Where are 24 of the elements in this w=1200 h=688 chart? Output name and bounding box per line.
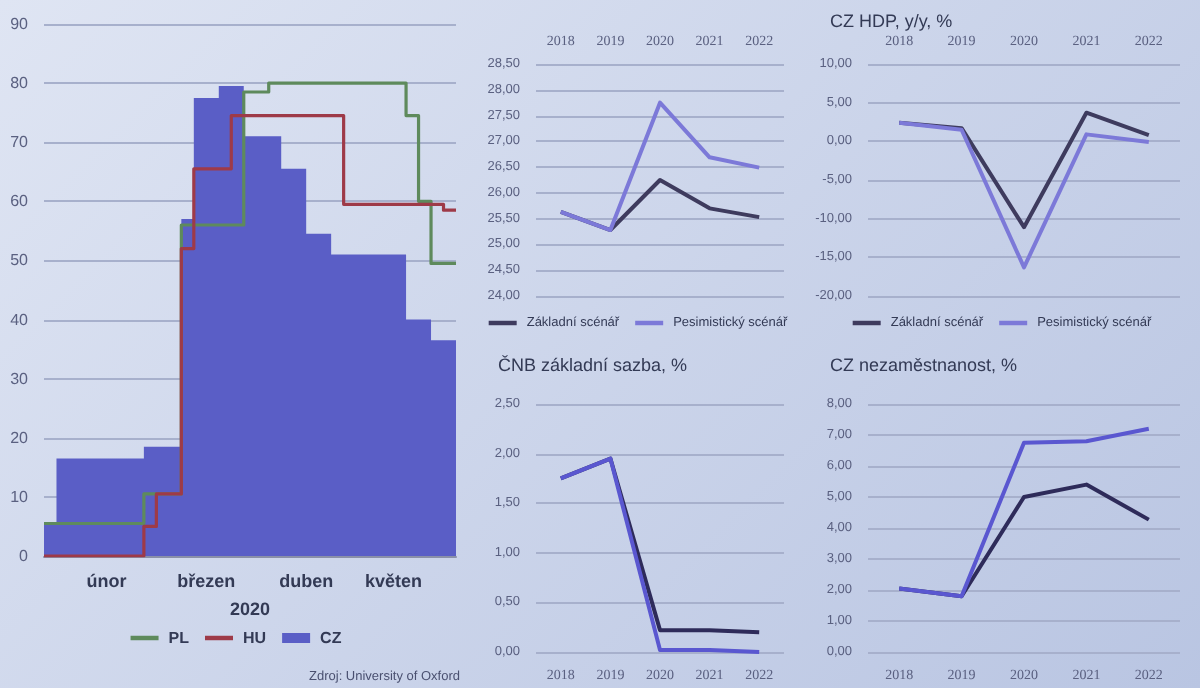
x-axis-title: 2020	[229, 598, 271, 619]
x-tick-label: březen	[177, 571, 236, 591]
line-series	[558, 100, 762, 233]
y-tick-label: 70	[10, 133, 30, 152]
legend-label: HU	[243, 629, 267, 647]
x-tick-label: duben	[279, 571, 334, 591]
y-tick-label: 30	[10, 369, 30, 388]
chart-title: CZ nezaměstnanost, %	[830, 355, 1018, 375]
y-tick-label: 0	[19, 547, 30, 565]
line-series	[897, 120, 1151, 270]
chart-title: ČNB základní sazba, %	[498, 355, 688, 375]
y-tick-label: 50	[10, 251, 30, 270]
y-tick-label: 20	[10, 428, 30, 447]
legend-label: PL	[168, 629, 190, 647]
y-tick-label: 60	[10, 192, 30, 211]
chart-title: CZ HDP, y/y, %	[830, 11, 953, 31]
legend-label: CZ	[320, 629, 342, 647]
y-tick-label: 90	[10, 15, 30, 33]
y-tick-label: 40	[10, 310, 30, 329]
y-tick-label: 10	[10, 487, 30, 506]
x-tick-label: květen	[365, 571, 423, 591]
y-tick-label: 80	[10, 74, 30, 93]
x-tick-label: únor	[86, 571, 128, 591]
line-series	[897, 426, 1151, 599]
